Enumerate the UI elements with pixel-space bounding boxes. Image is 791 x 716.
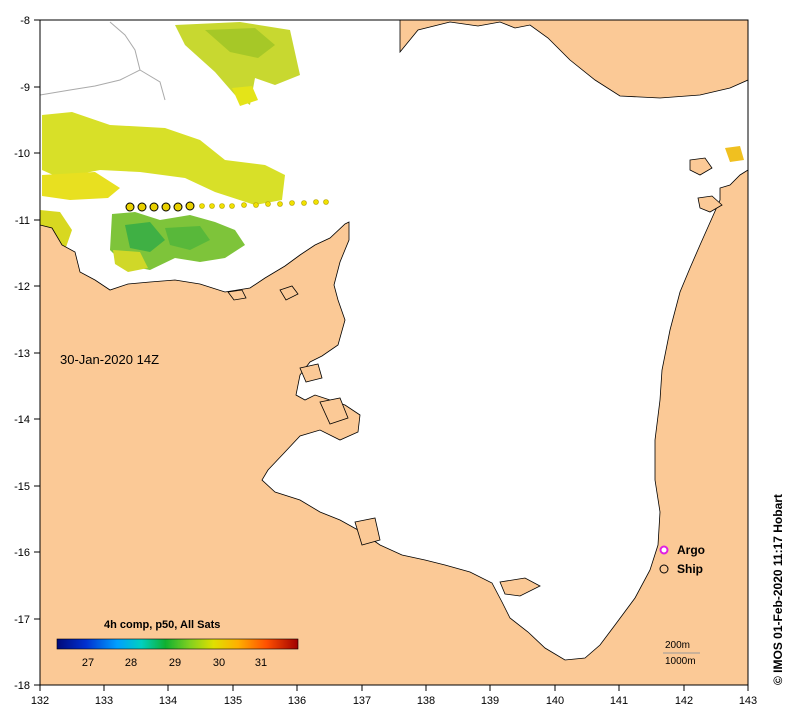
map-timestamp: 30-Jan-2020 14Z [60, 352, 160, 367]
colorbar-tick-label: 29 [169, 657, 181, 669]
x-tick-label: 139 [481, 695, 499, 707]
y-tick-label: -9 [20, 82, 30, 94]
x-tick-label: 137 [353, 695, 371, 707]
y-tick-label: -13 [14, 348, 30, 360]
colorbar-tick-label: 31 [255, 657, 267, 669]
ship-marker-icon [659, 564, 669, 574]
colorbar [56, 638, 299, 650]
x-tick-label: 138 [417, 695, 435, 707]
x-axis-labels: 132 133 134 135 136 137 138 139 140 141 … [31, 695, 757, 707]
colorbar-tick-label: 27 [82, 657, 94, 669]
colorbar-title: 4h comp, p50, All Sats [104, 619, 221, 631]
legend-ship-label: Ship [677, 562, 703, 576]
ship-track [125, 199, 329, 212]
x-tick-label: 133 [95, 695, 113, 707]
colorbar-tick-label: 28 [125, 657, 137, 669]
x-tick-label: 134 [159, 695, 177, 707]
y-axis-labels: -8 -9 -10 -11 -12 -13 -14 -15 -16 -17 -1… [14, 15, 30, 692]
coastline-outline [40, 21, 141, 96]
y-tick-label: -16 [14, 547, 30, 559]
x-tick-label: 132 [31, 695, 49, 707]
x-tick-label: 136 [288, 695, 306, 707]
y-tick-label: -17 [14, 614, 30, 626]
colorbar-tick-label: 30 [213, 657, 225, 669]
x-tick-label: 141 [610, 695, 628, 707]
y-tick-label: -11 [15, 215, 30, 227]
imos-credit: © IMOS 01-Feb-2020 11:17 Hobart [771, 494, 785, 685]
legend-argo-label: Argo [677, 543, 705, 557]
coastline-outline [139, 69, 166, 101]
y-tick-label: -8 [20, 15, 30, 27]
y-tick-label: -10 [14, 148, 30, 160]
argo-marker-icon [659, 545, 669, 555]
x-tick-label: 140 [546, 695, 564, 707]
y-tick-label: -14 [14, 414, 30, 426]
x-tick-label: 142 [675, 695, 693, 707]
x-axis [39, 685, 749, 691]
contour-1000-label: 1000m [665, 656, 696, 667]
colorbar-ticks: 27 28 29 30 31 [82, 657, 267, 669]
x-tick-label: 143 [739, 695, 757, 707]
y-axis [34, 19, 40, 686]
contour-200-label: 200m [665, 640, 691, 651]
y-tick-label: -18 [14, 680, 30, 692]
y-tick-label: -12 [14, 281, 30, 293]
y-tick-label: -15 [14, 481, 30, 493]
x-tick-label: 135 [224, 695, 242, 707]
land [40, 20, 748, 685]
